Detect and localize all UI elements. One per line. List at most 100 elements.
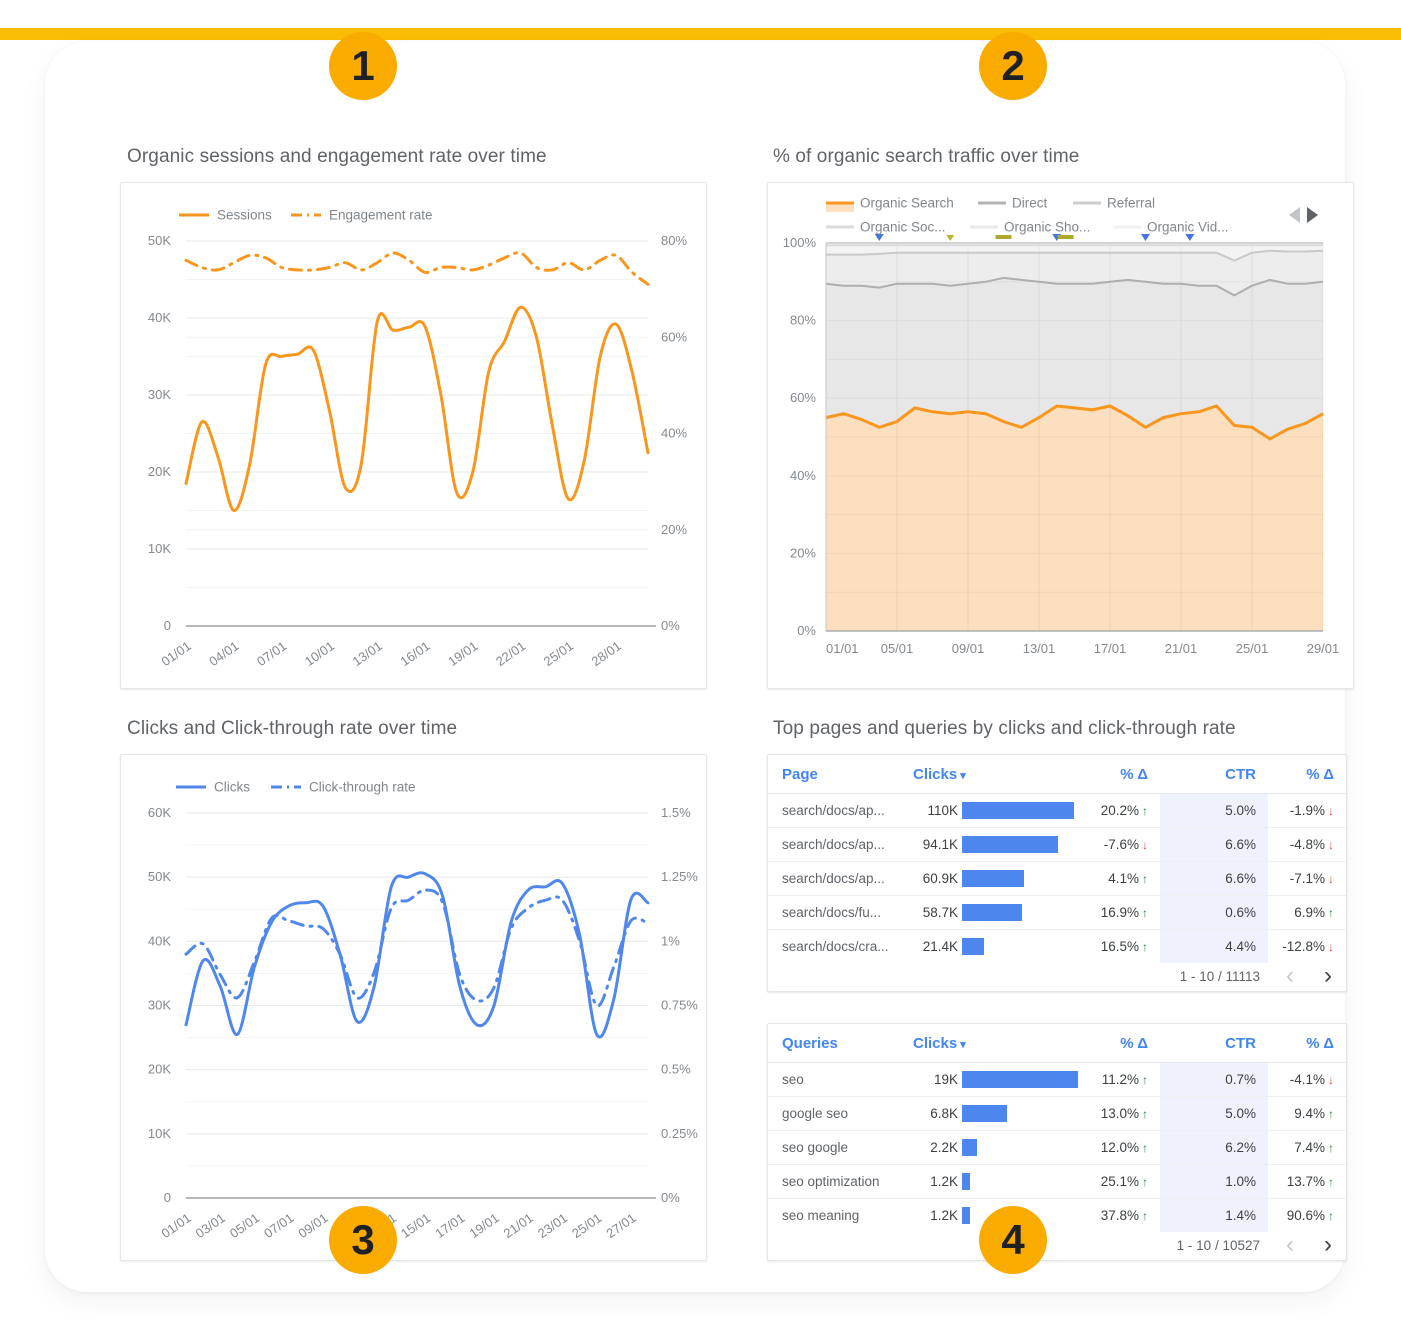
column-header-page[interactable]: Page [768, 755, 913, 794]
table-row: search/docs/fu... 58.7K 16.9% ↑ 0.6% 6.9% ↑ [768, 895, 1346, 930]
row-label: google seo [768, 1096, 913, 1131]
clicks-bar [962, 938, 984, 955]
previous-page-icon[interactable]: ‹ [1286, 962, 1294, 989]
column-header-ctr-pct-delta[interactable]: % Δ [1268, 755, 1346, 794]
y-axis-left-label: 50K [148, 233, 171, 248]
clicks-value: 6.8K [930, 1106, 958, 1121]
x-axis-label: 15/01 [398, 1210, 433, 1241]
ctr-cell: 0.7% [1160, 1062, 1268, 1097]
next-page-icon[interactable]: › [1324, 1231, 1332, 1258]
x-axis-label: 17/01 [432, 1210, 467, 1241]
x-axis-label: 29/01 [1307, 641, 1340, 656]
step-badge-2: 2 [979, 32, 1047, 100]
x-axis-label: 21/01 [1165, 641, 1198, 656]
clicks-delta-cell: 12.0% ↑ [1078, 1130, 1160, 1165]
y-axis-right-label: 1% [661, 933, 680, 948]
y-axis-left-label: 20K [148, 1062, 171, 1077]
clicks-delta-cell: -7.6% ↓ [1078, 827, 1160, 862]
clicks-cell: 1.2K [913, 1199, 1078, 1233]
y-axis-label: 80% [790, 313, 816, 328]
trend-up-icon: ↑ [1142, 905, 1148, 920]
clicks-delta-cell: 20.2% ↑ [1078, 793, 1160, 828]
column-header-ctr-pct-delta[interactable]: % Δ [1268, 1024, 1346, 1063]
legend-label: Sessions [217, 208, 272, 223]
clicks-delta-cell: 16.9% ↑ [1078, 895, 1160, 930]
clicks-cell: 19K [913, 1062, 1078, 1097]
clicks-delta-cell: 37.8% ↑ [1100, 1208, 1148, 1223]
clicks-ctr-chart: 60K 50K 40K 30K 20K 10K 0 1.5% 1.25% 1% 0.75% 0.5% 0… [148, 780, 698, 1242]
trend-up-icon: ↑ [1328, 1106, 1334, 1121]
row-label: seo meaning [782, 1208, 860, 1223]
legend-label: Organic Soc... [860, 220, 946, 235]
chart3-title: Clicks and Click-through rate over time [127, 718, 458, 739]
annotation-range-icon[interactable] [1057, 235, 1074, 239]
annotation-flag-icon[interactable] [874, 234, 884, 241]
next-page-icon[interactable]: › [1324, 962, 1332, 989]
column-header-pct-delta[interactable]: % Δ [1078, 755, 1160, 794]
table-row: search/docs/cra... 21.4K 16.5% ↑ 4.4% -12.8% ↓ [768, 929, 1346, 964]
y-axis-left-label: 50K [148, 869, 171, 884]
annotation-flag-icon[interactable] [946, 235, 955, 241]
trend-up-icon: ↑ [1142, 939, 1148, 954]
pagination-queries: 1 - 10 / 10527 ‹ › [768, 1230, 1346, 1260]
clicks-delta-cell: 16.5% ↑ [1100, 939, 1148, 954]
column-header-queries[interactable]: Queries [768, 1024, 913, 1063]
x-axis-label: 07/01 [254, 638, 289, 669]
annotation-range-icon[interactable] [995, 235, 1012, 239]
column-header-clicks[interactable]: Clicks ▾ [913, 755, 1078, 794]
ctr-delta-cell: 6.9% ↑ [1268, 895, 1346, 930]
clicks-line [184, 871, 650, 1039]
ctr-delta-cell: -12.8% ↓ [1282, 939, 1334, 954]
clicks-delta-cell: 13.0% ↑ [1078, 1096, 1160, 1131]
trend-down-icon: ↓ [1328, 871, 1334, 886]
sort-desc-icon[interactable]: ▾ [957, 769, 966, 782]
report-card: Organic sessions and engagement rate ove… [45, 42, 1354, 1292]
annotation-flag-icon[interactable] [1141, 234, 1150, 241]
ctr-delta-cell: 7.4% ↑ [1268, 1130, 1346, 1165]
ctr-delta-cell: -7.1% ↓ [1268, 861, 1346, 896]
clicks-value: 21.4K [922, 939, 958, 954]
ctr-cell: 6.6% [1160, 827, 1268, 862]
clicks-ctr-chart-panel: 60K 50K 40K 30K 20K 10K 0 1.5% 1.25% 1% 0.75% 0.5% 0… [120, 754, 707, 1261]
sort-desc-icon[interactable]: ▾ [957, 1038, 966, 1051]
sessions-engagement-chart-panel: 50K 40K 30K 20K 10K 0 80% 60% 40% 20% 0% 01/01 04/01… [120, 182, 707, 689]
column-header-ctr[interactable]: CTR [1160, 1024, 1268, 1063]
y-axis-label: 20% [790, 545, 816, 560]
x-axis-label: 01/01 [826, 641, 859, 656]
top-accent-bar [0, 28, 1401, 40]
table-row: search/docs/ap... 110K 20.2% ↑ 5.0% -1.9% ↓ [768, 793, 1346, 828]
y-axis-left-label: 30K [148, 998, 171, 1013]
click-through-rate-line [184, 888, 650, 1008]
trend-down-icon: ↓ [1328, 939, 1334, 954]
column-header-ctr[interactable]: CTR [1160, 755, 1268, 794]
chart1-title: Organic sessions and engagement rate ove… [127, 146, 547, 167]
ctr-delta-cell: 13.7% ↑ [1268, 1164, 1346, 1199]
pagination-range: 1 - 10 / 11113 [1179, 968, 1260, 984]
clicks-value: 110K [927, 803, 958, 818]
x-axis-label: 09/01 [295, 1210, 330, 1241]
ctr-delta-cell: 90.6% ↑ [1286, 1208, 1334, 1223]
clicks-cell: 21.4K [913, 930, 1078, 964]
legend-prev-icon[interactable] [1289, 207, 1300, 223]
x-axis-label: 27/01 [603, 1210, 638, 1241]
legend-next-icon[interactable] [1307, 207, 1318, 223]
y-axis-left-label: 10K [148, 1126, 171, 1141]
boundary-line [825, 276, 1324, 297]
y-axis-right-label: 0.75% [661, 998, 698, 1013]
column-header-clicks[interactable]: Clicks ▾ [913, 1024, 1078, 1063]
clicks-value: 58.7K [922, 905, 958, 920]
x-axis-label: 01/01 [158, 638, 193, 669]
y-axis-left-label: 0 [164, 618, 171, 633]
column-header-pct-delta[interactable]: % Δ [1078, 1024, 1160, 1063]
x-axis-label: 19/01 [466, 1210, 501, 1241]
previous-page-icon[interactable]: ‹ [1286, 1231, 1294, 1258]
trend-up-icon: ↑ [1142, 1208, 1148, 1223]
trend-up-icon: ↑ [1328, 1140, 1334, 1155]
annotation-flag-icon[interactable] [1185, 234, 1195, 241]
y-axis-left-label: 10K [148, 541, 171, 556]
legend-label: Organic Sho... [1004, 220, 1090, 235]
clicks-cell: 60.9K [913, 861, 1078, 896]
x-axis-label: 25/01 [569, 1210, 604, 1241]
